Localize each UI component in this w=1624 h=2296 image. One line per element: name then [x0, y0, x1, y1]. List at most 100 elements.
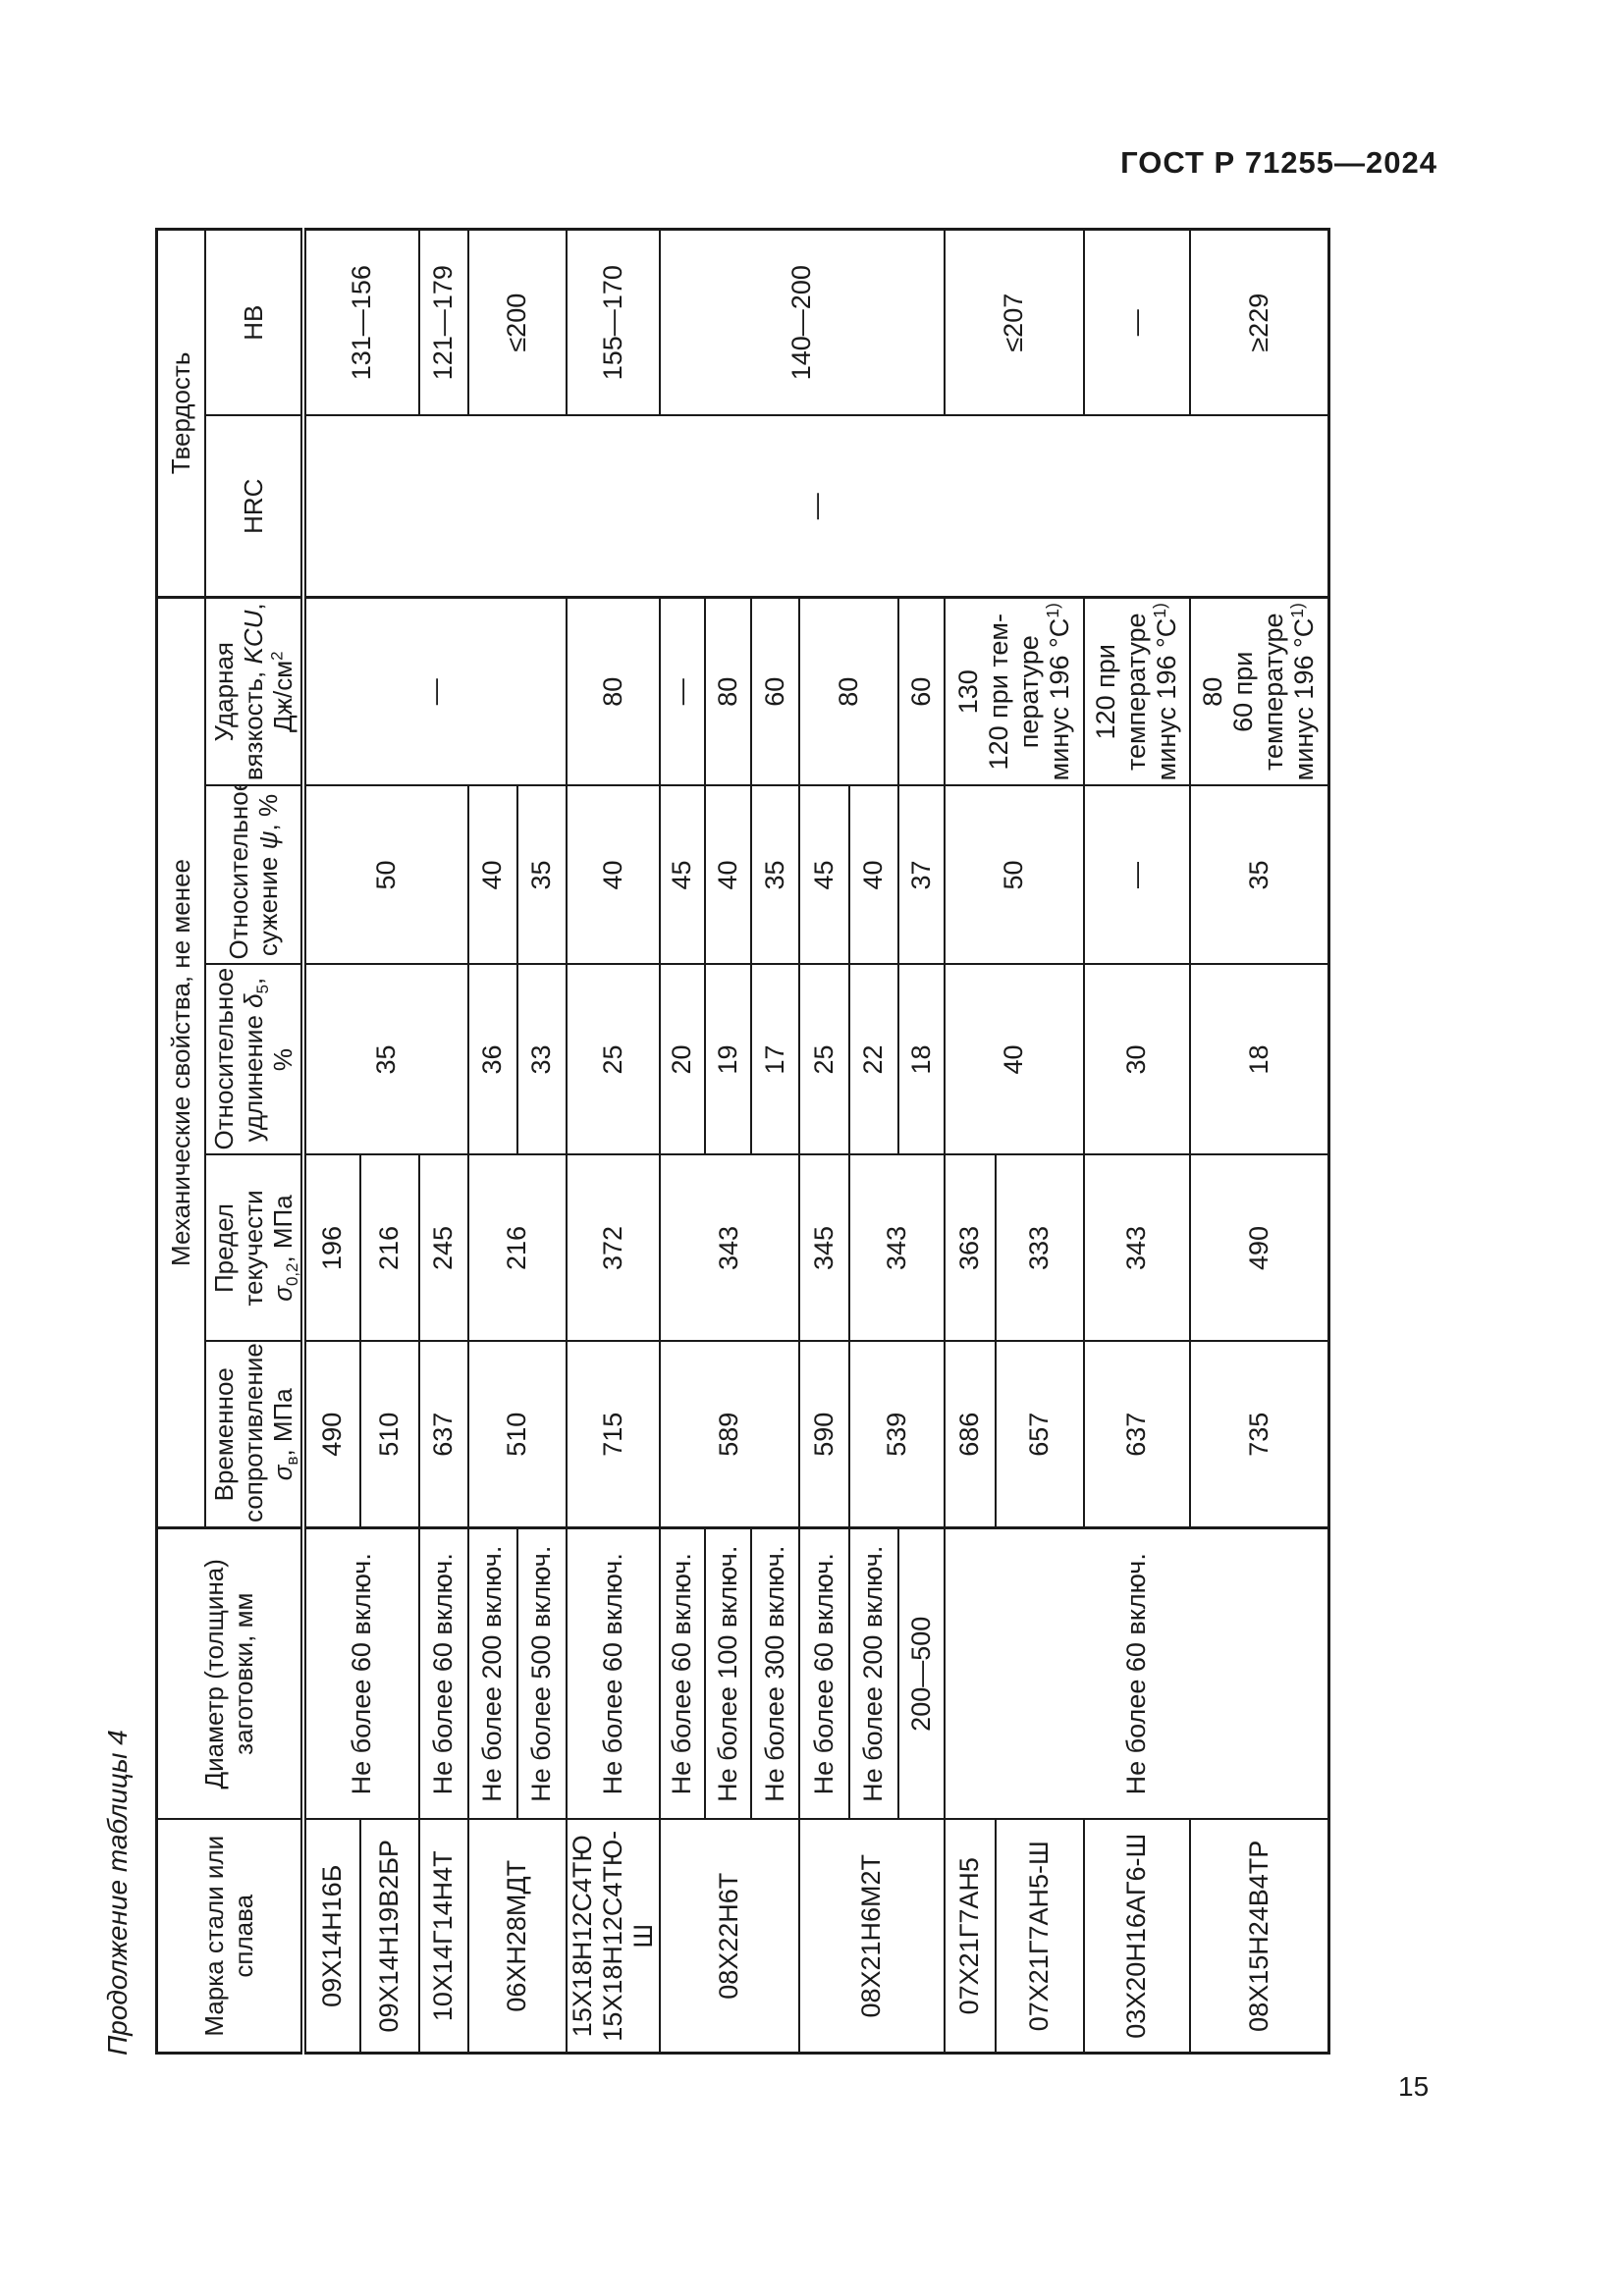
grade-cell: 07Х21Г7АН5-Ш [995, 1819, 1084, 2054]
table-cell: 35 [516, 785, 567, 965]
table-cell: 35 [302, 964, 468, 1155]
table-4: Марка стали или сплава Диаметр (толщина) за… [155, 227, 1330, 2055]
table-cell: 37 [897, 785, 945, 965]
table-cell: — [1083, 785, 1190, 965]
table-cell: 18 [1189, 964, 1329, 1155]
table-cell: 30 [1083, 964, 1190, 1155]
header-col-2: Относительное удлинение δ5, % [204, 964, 303, 1155]
grade-cell: 06ХН28МДТ [467, 1819, 567, 2054]
table-cell: Не более 60 включ. [418, 1527, 468, 1820]
table-cell: 196 [302, 1154, 360, 1342]
table-cell: 60 [750, 597, 799, 786]
table-cell: ≤207 [944, 229, 1084, 416]
table-cell: 510 [359, 1341, 419, 1528]
table-cell: 155—170 [566, 229, 660, 416]
table-cell: 657 [995, 1341, 1084, 1528]
table-cell: 715 [566, 1341, 660, 1528]
table-cell: Не более 60 включ. [944, 1527, 1329, 1820]
table-cell: 140—200 [659, 229, 945, 416]
table-cell: Не более 60 включ. [659, 1527, 705, 1820]
table-cell: 490 [302, 1341, 360, 1528]
table-cell: 590 [798, 1341, 849, 1528]
table-cell: 40 [467, 785, 517, 965]
table-cell: 131—156 [302, 229, 419, 416]
table-cell: 345 [798, 1154, 849, 1342]
table-cell: 40 [566, 785, 660, 965]
grade-cell: 10Х14Г14Н4Т [418, 1819, 468, 2054]
table-cell: 25 [566, 964, 660, 1155]
table-cell: — [659, 597, 705, 786]
table-cell: 216 [359, 1154, 419, 1342]
table-cell: 40 [944, 964, 1084, 1155]
table-cell: ≤200 [467, 229, 567, 416]
table-cell: — [302, 597, 567, 786]
table-cell: 17 [750, 964, 799, 1155]
table-cell: 50 [944, 785, 1084, 965]
table-cell: Не более 60 включ. [566, 1527, 660, 1820]
table-cell: 33 [516, 964, 567, 1155]
table-cell: — [302, 415, 1329, 598]
table-cell: Не более 100 включ. [704, 1527, 751, 1820]
table-cell: 372 [566, 1154, 660, 1342]
table-cell: 343 [1083, 1154, 1190, 1342]
table-cell: Не более 300 включ. [750, 1527, 799, 1820]
grade-cell: 03Х20Н16АГ6-Ш [1083, 1819, 1190, 2054]
header-col-3: Относительное сужение ψ, % [204, 785, 303, 965]
table-cell: Не более 60 включ. [798, 1527, 849, 1820]
table-cell: — [1083, 229, 1190, 416]
table-cell: 40 [704, 785, 751, 965]
table-cell: 245 [418, 1154, 468, 1342]
table-cell: Не более 500 включ. [516, 1527, 567, 1820]
table-cell: 36 [467, 964, 517, 1155]
table-cell: 510 [467, 1341, 567, 1528]
table-cell: 35 [750, 785, 799, 965]
table-cell: 45 [798, 785, 849, 965]
table-cell: 121—179 [418, 229, 468, 416]
grade-cell: 08Х21Н6М2Т [798, 1819, 945, 2054]
table-cell: 80 [566, 597, 660, 786]
grade-cell: 15Х18Н12С4ТЮ 15Х18Н12С4ТЮ-Ш [566, 1819, 660, 2054]
table-cell: 45 [659, 785, 705, 965]
table-cell: 735 [1189, 1341, 1329, 1528]
grade-cell: 08Х22Н6Т [659, 1819, 799, 2054]
table-cell: 363 [944, 1154, 996, 1342]
table-cell: 20 [659, 964, 705, 1155]
table-cell: 80 [704, 597, 751, 786]
table-cell: 22 [848, 964, 898, 1155]
table-cell: 637 [418, 1341, 468, 1528]
header-col-1: Предел текучести σ0,2, МПа [204, 1154, 303, 1342]
table-cell: 40 [848, 785, 898, 965]
table-cell: ≥229 [1189, 229, 1329, 416]
grade-cell: 09Х14Н19В2БР [359, 1819, 419, 2054]
table-cell: 343 [848, 1154, 945, 1342]
table-cell: Не более 200 включ. [848, 1527, 898, 1820]
table-cell: 25 [798, 964, 849, 1155]
table-cell: 80 [798, 597, 898, 786]
header-group-hardness: Твердость [156, 229, 205, 598]
table-cell: 333 [995, 1154, 1084, 1342]
header-marka: Марка стали или сплава [156, 1819, 303, 2054]
table-cell: 589 [659, 1341, 799, 1528]
table-cell: 18 [897, 964, 945, 1155]
table-cell: 216 [467, 1154, 567, 1342]
grade-cell: 09Х14Н16Б [302, 1819, 360, 2054]
header-col-0: Временное сопротивление σв, МПа [204, 1341, 303, 1528]
table-cell: 60 [897, 597, 945, 786]
table-cell: 490 [1189, 1154, 1329, 1342]
table-cell: 200—500 [897, 1527, 945, 1820]
table-cell: 50 [302, 785, 468, 965]
table-4-rotated-container: Марка стали или сплава Диаметр (толщина) за… [155, 227, 1330, 2055]
table-cell: 637 [1083, 1341, 1190, 1528]
header-col-6: НВ [204, 229, 303, 416]
table-cell: 120 при температуре минус 196 °С1) [1083, 597, 1190, 786]
table-cell: 80 60 при температуре минус 196 °С1) [1189, 597, 1329, 786]
table-cell: 19 [704, 964, 751, 1155]
page-number: 15 [1398, 2071, 1430, 2102]
header-col-4: Ударная вязкость, KCU, Дж/см2 [204, 597, 303, 786]
header-group-mechanical: Механические свойства, не менее [156, 597, 205, 1528]
standard-reference: ГОСТ Р 71255—2024 [1120, 145, 1437, 180]
grade-cell: 07Х21Г7АН5 [944, 1819, 996, 2054]
header-diameter: Диаметр (толщина) заготовки, мм [156, 1527, 303, 1820]
table-cell: 539 [848, 1341, 945, 1528]
table-cell: Не более 60 включ. [302, 1527, 419, 1820]
